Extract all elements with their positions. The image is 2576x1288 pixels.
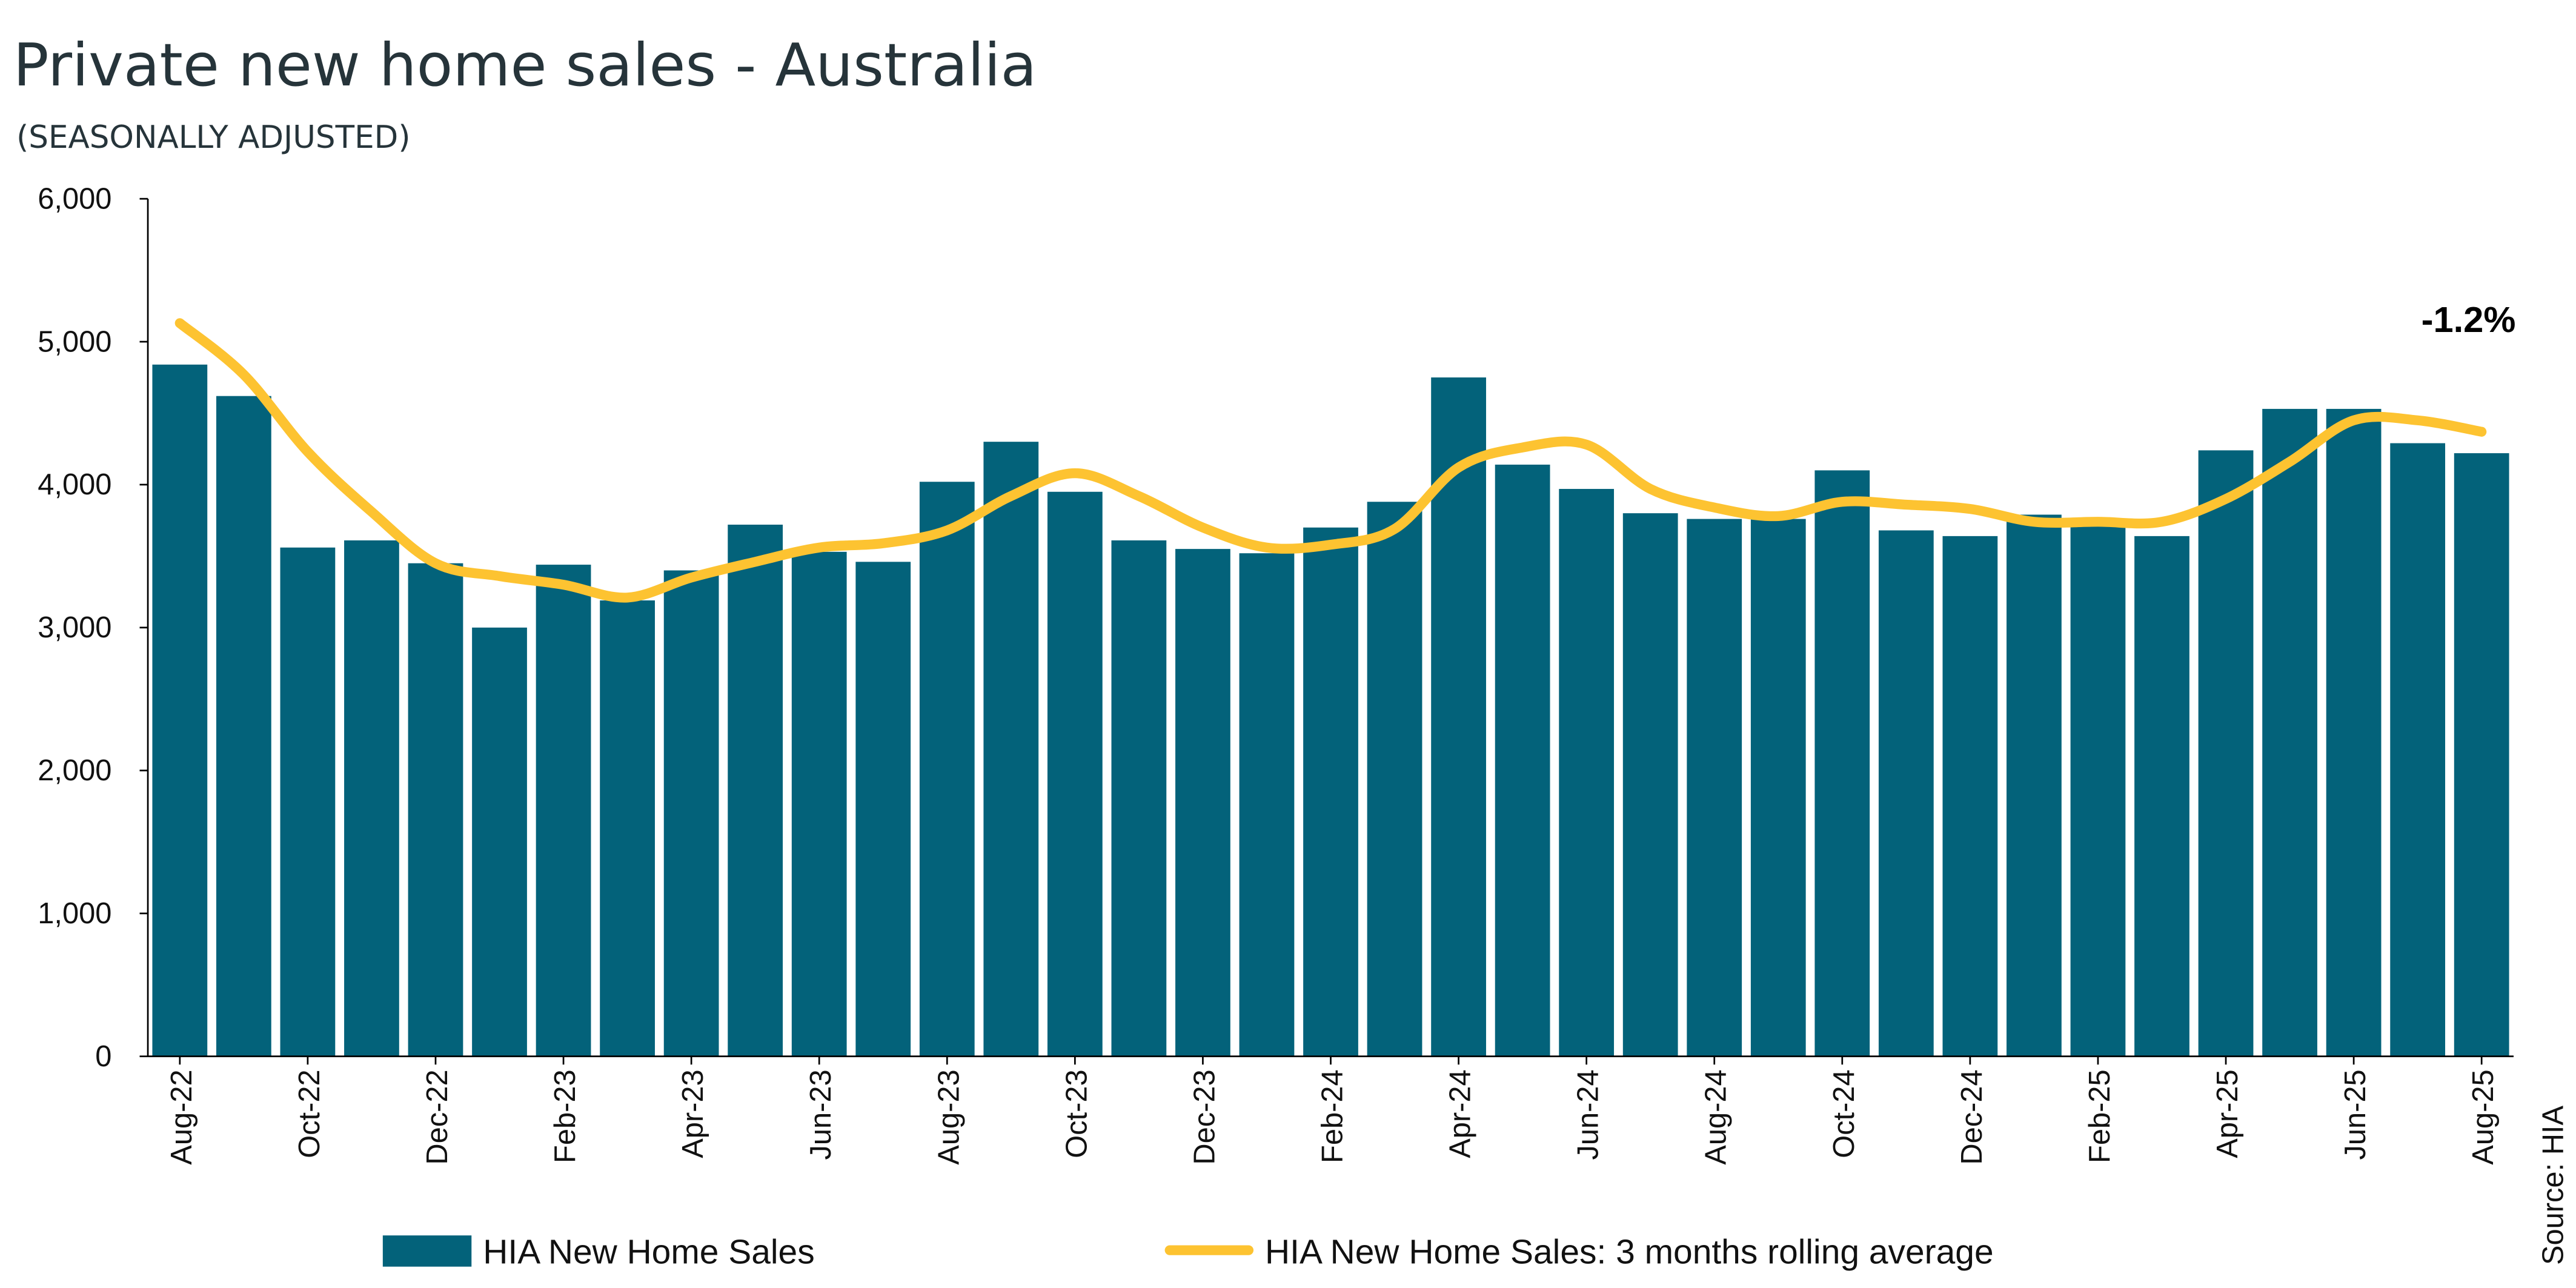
bar-Oct-23 bbox=[1047, 491, 1103, 1057]
x-tick-label: Oct-22 bbox=[293, 1069, 326, 1158]
bar-Sep-22 bbox=[216, 396, 271, 1057]
x-tick-label: Dec-23 bbox=[1188, 1069, 1221, 1164]
bar-Jul-25 bbox=[2390, 443, 2446, 1057]
x-tick-label: Jun-24 bbox=[1572, 1069, 1605, 1160]
bar-Aug-24 bbox=[1687, 519, 1742, 1057]
y-tick-label: 2,000 bbox=[38, 754, 111, 787]
bar-Nov-23 bbox=[1111, 540, 1167, 1057]
bar-Mar-25 bbox=[2134, 536, 2189, 1057]
legend: HIA New Home Sales HIA New Home Sales: 3… bbox=[382, 1232, 1994, 1271]
bar-Oct-24 bbox=[1814, 470, 1870, 1057]
x-tick-label: Aug-23 bbox=[932, 1069, 965, 1164]
bar-Jul-23 bbox=[855, 562, 911, 1057]
bar-Feb-23 bbox=[536, 565, 591, 1057]
x-tick-label: Aug-24 bbox=[1700, 1069, 1733, 1164]
bar-Dec-23 bbox=[1175, 549, 1230, 1057]
bar-Apr-23 bbox=[663, 570, 719, 1057]
bar-Jan-23 bbox=[472, 627, 527, 1057]
bar-Apr-25 bbox=[2198, 450, 2254, 1057]
y-axis: 0 1,000 2,000 3,000 4,000 5,000 6,000 bbox=[38, 182, 149, 1073]
bar-Mar-24 bbox=[1367, 502, 1422, 1057]
x-tick-label: Apr-25 bbox=[2211, 1069, 2244, 1158]
x-tick-label: Oct-23 bbox=[1060, 1069, 1093, 1158]
legend-bar-label: HIA New Home Sales bbox=[483, 1232, 814, 1271]
x-tick-label: Feb-24 bbox=[1316, 1069, 1349, 1163]
bar-Aug-22 bbox=[152, 364, 208, 1057]
bar-Sep-24 bbox=[1750, 519, 1806, 1057]
bar-May-24 bbox=[1495, 464, 1550, 1057]
bar-Aug-23 bbox=[919, 482, 975, 1057]
bar-Aug-25 bbox=[2454, 453, 2509, 1057]
bar-Nov-24 bbox=[1878, 530, 1934, 1057]
x-tick-label: Dec-24 bbox=[1956, 1069, 1988, 1164]
bar-Oct-22 bbox=[280, 547, 336, 1057]
bar-May-23 bbox=[728, 525, 783, 1057]
bar-Jun-25 bbox=[2326, 408, 2382, 1057]
y-tick-label: 4,000 bbox=[38, 468, 111, 501]
bar-Dec-24 bbox=[1942, 536, 1998, 1057]
bar-Feb-24 bbox=[1303, 527, 1358, 1057]
x-tick-label: Aug-22 bbox=[165, 1069, 198, 1164]
x-tick-label: Feb-23 bbox=[549, 1069, 582, 1163]
x-tick-label: Feb-25 bbox=[2083, 1069, 2116, 1163]
bar-May-25 bbox=[2262, 408, 2317, 1057]
y-tick-label: 5,000 bbox=[38, 325, 111, 358]
x-tick-label: Apr-24 bbox=[1444, 1069, 1477, 1158]
page-subtitle: (SEASONALLY ADJUSTED) bbox=[16, 119, 410, 156]
bar-Nov-22 bbox=[344, 540, 399, 1057]
y-tick-label: 3,000 bbox=[38, 611, 111, 644]
x-tick-label: Oct-24 bbox=[1828, 1069, 1861, 1158]
y-tick-label: 1,000 bbox=[38, 897, 111, 930]
bar-Jun-23 bbox=[791, 551, 847, 1057]
x-tick-label: Dec-22 bbox=[421, 1069, 454, 1164]
x-tick-label: Apr-23 bbox=[677, 1069, 709, 1158]
x-tick-label: Aug-25 bbox=[2467, 1069, 2500, 1164]
y-tick-label: 0 bbox=[95, 1040, 111, 1073]
x-axis: Aug-22 Oct-22 Dec-22 Feb-23 Apr-23 Jun-23 Aug-… bbox=[148, 1055, 2514, 1165]
change-annotation: -1.2% bbox=[2422, 299, 2516, 340]
bar-Feb-25 bbox=[2070, 519, 2126, 1057]
source-label: Source: HIA bbox=[2537, 1106, 2569, 1266]
bar-series bbox=[152, 364, 2509, 1057]
bar-Jul-24 bbox=[1622, 513, 1678, 1057]
x-tick-label: Jun-25 bbox=[2339, 1069, 2372, 1160]
legend-bar-swatch bbox=[382, 1235, 472, 1267]
bar-Mar-23 bbox=[600, 600, 655, 1057]
y-tick-label: 6,000 bbox=[38, 182, 111, 215]
bar-Sep-23 bbox=[983, 442, 1039, 1057]
bar-Dec-22 bbox=[408, 563, 463, 1057]
bar-Jan-25 bbox=[2007, 514, 2062, 1057]
x-tick-label: Jun-23 bbox=[805, 1069, 837, 1160]
page-title: Private new home sales - Australia bbox=[13, 31, 1037, 100]
bar-Jun-24 bbox=[1559, 489, 1615, 1057]
legend-line-label: HIA New Home Sales: 3 months rolling ave… bbox=[1265, 1232, 1994, 1271]
bar-Jan-24 bbox=[1239, 553, 1295, 1057]
rolling-average-line bbox=[174, 318, 2487, 603]
